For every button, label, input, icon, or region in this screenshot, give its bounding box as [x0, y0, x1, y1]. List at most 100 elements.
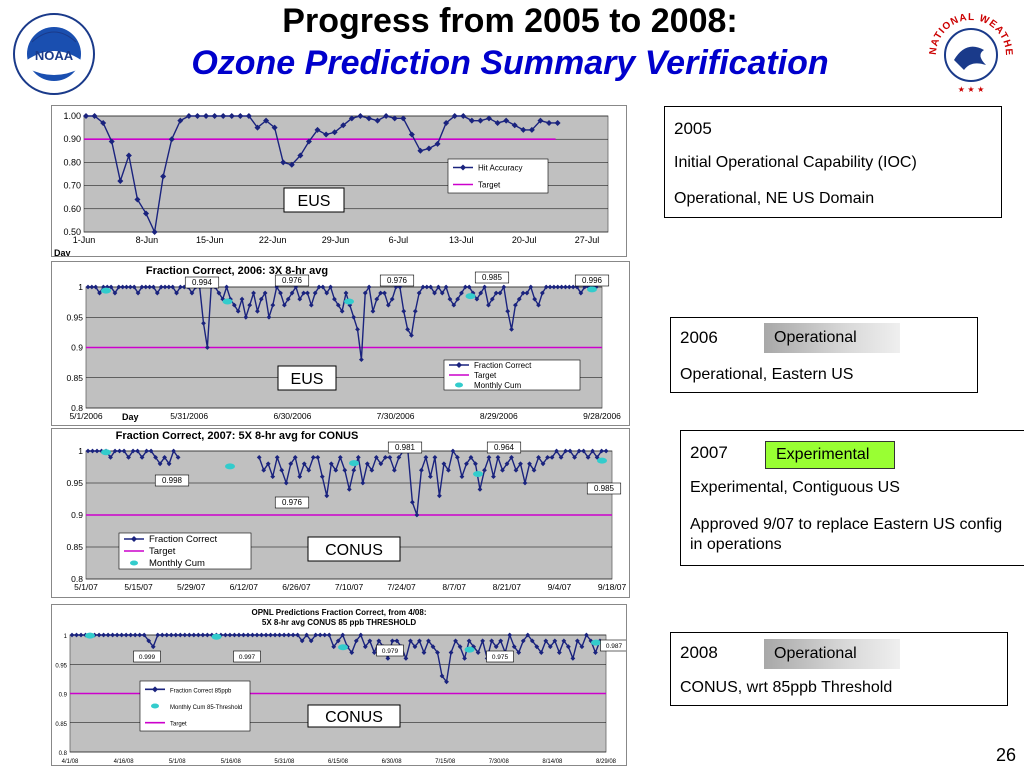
- data-point: [460, 113, 467, 119]
- data-point: [194, 113, 201, 119]
- x-tick-label: 4/1/08: [62, 759, 79, 765]
- region-label: EUS: [298, 193, 331, 210]
- x-tick-label: 5/16/08: [221, 759, 242, 765]
- info-2007: 2007 Experimental Experimental, Contiguo…: [680, 430, 1024, 566]
- data-point: [552, 638, 558, 644]
- data-label: 0.987: [606, 643, 623, 650]
- legend-label: Target: [474, 371, 497, 380]
- monthly-cum-marker: [473, 471, 483, 478]
- data-point: [364, 461, 370, 467]
- legend-swatch: [455, 382, 463, 388]
- data-point: [317, 632, 323, 638]
- data-point: [466, 638, 472, 644]
- monthly-cum-marker: [465, 293, 476, 300]
- data-point: [195, 632, 201, 638]
- data-point: [520, 290, 526, 296]
- data-point: [91, 113, 98, 119]
- data-point: [245, 632, 251, 638]
- data-point: [385, 656, 391, 661]
- data-point: [117, 177, 124, 184]
- data-point: [424, 284, 430, 290]
- data-point: [516, 650, 522, 655]
- x-axis-label: Day: [122, 412, 139, 422]
- data-point: [166, 461, 172, 467]
- data-point: [412, 308, 418, 314]
- x-tick-label: 6-Jul: [389, 235, 409, 245]
- data-point: [426, 638, 431, 644]
- noaa-logo: NOAA: [12, 12, 96, 96]
- data-point: [289, 290, 295, 296]
- data-point: [423, 455, 429, 460]
- region-label: CONUS: [325, 709, 383, 726]
- legend-label: Fraction Correct 85ppb: [170, 688, 232, 694]
- data-label: 0.985: [594, 484, 615, 493]
- y-tick-label: 0.9: [71, 510, 83, 520]
- y-tick-label: 0.85: [55, 722, 67, 728]
- chart-title: Fraction Correct, 2006: 3X 8-hr avg: [146, 265, 328, 277]
- data-label: 0.997: [239, 654, 256, 661]
- data-point: [150, 644, 156, 650]
- data-point: [328, 284, 333, 290]
- data-point: [270, 302, 276, 308]
- data-point: [401, 308, 407, 314]
- data-point: [414, 512, 420, 518]
- y-tick-label: 1: [78, 446, 83, 456]
- data-point: [245, 113, 252, 119]
- region-label: CONUS: [325, 542, 383, 559]
- data-point: [417, 147, 424, 154]
- data-point: [537, 117, 544, 124]
- data-label: 0.964: [494, 443, 515, 452]
- data-point: [204, 632, 210, 638]
- data-point: [209, 632, 215, 638]
- data-point: [534, 644, 540, 650]
- data-point: [158, 284, 164, 290]
- data-point: [371, 650, 377, 655]
- data-point: [177, 117, 184, 124]
- data-point: [281, 302, 287, 308]
- data-point: [174, 290, 179, 296]
- data-point: [110, 632, 116, 638]
- data-point: [408, 638, 413, 644]
- data-point: [570, 656, 576, 661]
- data-point: [220, 113, 227, 119]
- x-tick-label: 9/4/07: [548, 582, 572, 592]
- data-point: [531, 467, 537, 473]
- legend-label: Monthly Cum: [149, 558, 205, 569]
- x-tick-label: 7/10/07: [335, 582, 364, 592]
- data-point: [74, 632, 79, 638]
- monthly-cum-marker: [591, 639, 601, 646]
- x-tick-label: 5/31/08: [274, 759, 295, 765]
- data-point: [301, 290, 307, 296]
- y-tick-label: 0.95: [66, 312, 83, 322]
- y-tick-label: 0.90: [63, 134, 81, 144]
- data-label: 0.976: [282, 498, 303, 507]
- noaa-logo-text: NOAA: [35, 48, 74, 63]
- data-point: [473, 461, 478, 467]
- data-label-box: [154, 474, 190, 487]
- data-point: [168, 136, 175, 143]
- data-point: [349, 650, 355, 655]
- data-point: [439, 673, 445, 679]
- data-point: [262, 290, 268, 296]
- data-point: [409, 499, 415, 505]
- chart-2008: OPNL Predictions Fraction Correct, from …: [51, 604, 627, 766]
- legend-swatch-marker: [131, 536, 137, 542]
- legend-label: Target: [149, 546, 176, 557]
- data-point: [164, 632, 170, 638]
- data-label-box: [274, 274, 310, 287]
- data-point: [396, 455, 402, 460]
- data-point: [574, 638, 580, 644]
- data-point: [182, 632, 188, 638]
- region-label-box: [307, 704, 401, 728]
- data-label: 0.981: [395, 443, 416, 452]
- data-point: [486, 302, 491, 308]
- data-point: [119, 632, 125, 638]
- data-point: [127, 284, 133, 290]
- data-point: [547, 644, 553, 650]
- data-point: [285, 296, 291, 302]
- data-label-box: [586, 482, 622, 495]
- data-point: [382, 455, 388, 460]
- data-point: [489, 296, 495, 302]
- legend-swatch: [130, 560, 138, 566]
- data-point: [279, 467, 285, 473]
